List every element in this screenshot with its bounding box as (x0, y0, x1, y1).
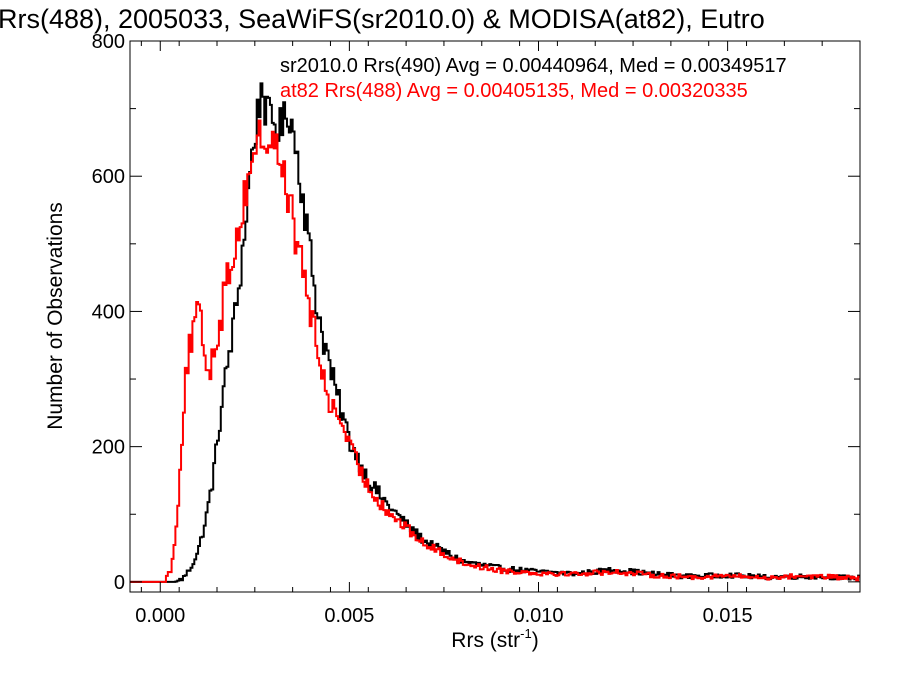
tick-layer: 0.000 0.005 0.010 0.015 0 200 400 600 800 (92, 31, 860, 627)
series-line-2 (130, 119, 860, 583)
series-layer (130, 82, 860, 583)
x-axis-label: Rrs (str-1) (451, 626, 538, 652)
x-tick-label: 0.015 (703, 605, 753, 627)
chart-title: Rrs(488), 2005033, SeaWiFS(sr2010.0) & M… (0, 4, 765, 34)
y-tick-label: 800 (92, 31, 125, 53)
y-tick-label: 200 (92, 437, 125, 459)
x-axis-label-main: Rrs (str (451, 629, 520, 652)
y-axis-label: Number of Observations (44, 202, 67, 430)
x-axis-label-exponent: -1 (520, 626, 532, 641)
legend-entry-1: sr2010.0 Rrs(490) Avg = 0.00440964, Med … (280, 55, 787, 77)
x-tick-label: 0.010 (513, 605, 563, 627)
x-axis-label-close: ) (532, 629, 539, 652)
x-tick-label: 0.005 (324, 605, 374, 627)
legend-entry-2: at82 Rrs(488) Avg = 0.00405135, Med = 0.… (280, 80, 748, 102)
y-tick-label: 600 (92, 166, 125, 188)
legend: sr2010.0 Rrs(490) Avg = 0.00440964, Med … (280, 55, 787, 102)
y-tick-label: 0 (114, 572, 125, 594)
x-tick-label: 0.000 (135, 605, 185, 627)
plot-frame (129, 40, 861, 593)
series-line-1 (130, 82, 860, 583)
y-tick-label: 400 (92, 301, 125, 323)
